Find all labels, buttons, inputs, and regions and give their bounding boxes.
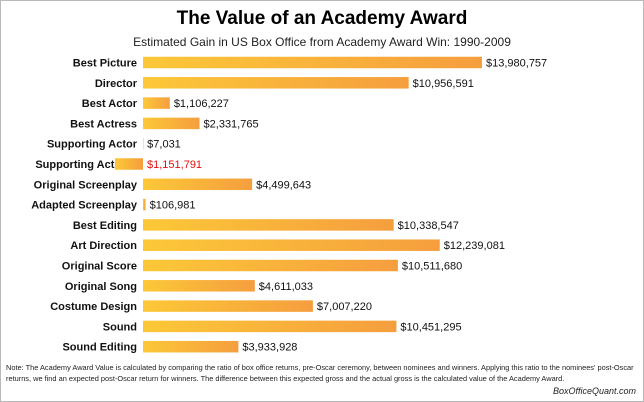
bar-adapted-screenplay [143, 198, 146, 211]
bar-original-score [143, 259, 398, 272]
value-label-supporting-actress: $1,151,791 [147, 159, 202, 171]
category-label-adapted-screenplay: Adapted Screenplay [31, 200, 138, 212]
bar-art-direction [143, 239, 440, 251]
category-label-sound: Sound [103, 321, 137, 333]
source-credit: BoxOfficeQuant.com [552, 386, 636, 396]
value-label-sound-editing: $3,933,928 [242, 342, 297, 354]
bar-best-actor [143, 97, 170, 109]
bar-chart: Best Picture $13,980,757 Director $10,956,5… [31, 56, 547, 354]
category-label-original-screenplay: Original Screenplay [34, 179, 138, 191]
category-label-original-score: Original Score [62, 261, 137, 273]
value-label-adapted-screenplay: $106,981 [150, 200, 196, 212]
value-label-art-direction: $12,239,081 [444, 240, 505, 252]
value-label-director: $10,956,591 [413, 78, 474, 90]
bar-best-editing [143, 219, 394, 231]
bar-original-screenplay [143, 178, 253, 191]
footnote: Note: The Academy Award Value is calcula… [6, 363, 634, 383]
category-label-art-direction: Art Direction [70, 240, 137, 252]
value-label-supporting-actor: $7,031 [147, 139, 181, 151]
value-label-original-song: $4,611,033 [259, 281, 313, 293]
category-label-supporting-actress: Supporting Actress [35, 159, 137, 171]
value-label-best-actor: $1,106,227 [174, 98, 229, 110]
bar-best-picture [143, 56, 482, 69]
bar-supporting-actress [115, 158, 143, 170]
category-label-sound-editing: Sound Editing [62, 342, 137, 354]
category-label-best-editing: Best Editing [73, 220, 137, 232]
category-label-best-actor: Best Actor [82, 98, 138, 110]
bar-best-actress [143, 117, 200, 130]
value-label-sound: $10,451,295 [400, 321, 461, 333]
value-label-best-editing: $10,338,547 [398, 220, 459, 232]
value-label-original-screenplay: $4,499,643 [256, 179, 311, 191]
value-label-best-actress: $2,331,765 [204, 118, 259, 130]
bar-director [143, 77, 409, 89]
bars-layer: Best Picture $13,980,757 Director $10,956,5… [31, 56, 547, 354]
category-label-best-picture: Best Picture [73, 58, 137, 70]
bar-costume-design [143, 300, 313, 312]
category-label-director: Director [95, 78, 138, 90]
category-label-original-song: Original Song [65, 281, 137, 293]
chart-title: The Value of an Academy Award [176, 8, 468, 29]
category-label-supporting-actor: Supporting Actor [47, 139, 138, 151]
value-label-costume-design: $7,007,220 [317, 301, 372, 313]
category-label-costume-design: Costume Design [50, 301, 137, 313]
chart-subtitle: Estimated Gain in US Box Office from Aca… [133, 35, 511, 49]
value-label-best-picture: $13,980,757 [486, 58, 547, 70]
bar-sound-editing [143, 340, 239, 353]
bar-original-song [143, 280, 255, 292]
value-label-original-score: $10,511,680 [402, 261, 462, 273]
bar-sound [143, 320, 397, 333]
category-label-best-actress: Best Actress [70, 118, 137, 130]
